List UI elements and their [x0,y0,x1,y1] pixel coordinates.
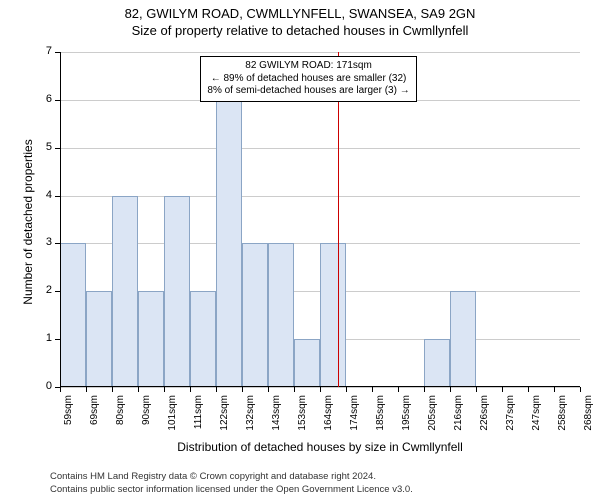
y-tick-label: 2 [30,284,52,296]
histogram-bar [216,100,242,387]
title-subtitle: Size of property relative to detached ho… [0,21,600,38]
x-tick-label: 268sqm [583,395,594,435]
histogram-bar [86,291,112,387]
footer-line2: Contains public sector information licen… [50,484,590,496]
x-tick [372,387,373,392]
x-tick-label: 122sqm [219,395,230,435]
annotation-line1: 82 GWILYM ROAD: 171sqm [207,60,409,73]
x-tick-label: 205sqm [427,395,438,435]
x-tick [528,387,529,392]
x-axis-label: Distribution of detached houses by size … [60,440,580,454]
x-tick-label: 90sqm [141,395,152,435]
x-tick-label: 237sqm [505,395,516,435]
histogram-bar [138,291,164,387]
grid-line [60,196,580,197]
y-tick-label: 5 [30,141,52,153]
x-tick [138,387,139,392]
x-tick-label: 174sqm [349,395,360,435]
y-tick-label: 4 [30,189,52,201]
y-axis-line [60,52,61,387]
x-tick [294,387,295,392]
x-tick-label: 69sqm [89,395,100,435]
x-tick [112,387,113,392]
footer-line1: Contains HM Land Registry data © Crown c… [50,471,590,483]
annotation-line2: ← 89% of detached houses are smaller (32… [207,73,409,86]
x-tick [190,387,191,392]
histogram-bar [242,243,268,387]
x-tick [320,387,321,392]
x-tick [554,387,555,392]
x-tick-label: 247sqm [531,395,542,435]
x-tick [242,387,243,392]
x-tick [268,387,269,392]
grid-line [60,148,580,149]
title-address: 82, GWILYM ROAD, CWMLLYNFELL, SWANSEA, S… [0,0,600,21]
annotation-box: 82 GWILYM ROAD: 171sqm← 89% of detached … [200,56,416,102]
histogram-bar [450,291,476,387]
x-tick [216,387,217,392]
x-tick-label: 153sqm [297,395,308,435]
grid-line [60,52,580,53]
x-tick [450,387,451,392]
x-tick-label: 132sqm [245,395,256,435]
y-tick-label: 1 [30,332,52,344]
x-tick-label: 143sqm [271,395,282,435]
histogram-bar [268,243,294,387]
x-tick-label: 185sqm [375,395,386,435]
reference-line [338,52,339,387]
histogram-bar [60,243,86,387]
x-tick [60,387,61,392]
histogram-bar [190,291,216,387]
footer-attribution: Contains HM Land Registry data © Crown c… [50,471,590,496]
y-tick-label: 0 [30,380,52,392]
x-tick-label: 216sqm [453,395,464,435]
y-tick-label: 6 [30,93,52,105]
histogram-bar [164,196,190,387]
x-tick-label: 80sqm [115,395,126,435]
x-tick-label: 101sqm [167,395,178,435]
histogram-plot: 0123456759sqm69sqm80sqm90sqm101sqm111sqm… [60,52,580,387]
x-tick [86,387,87,392]
y-tick-label: 7 [30,45,52,57]
x-tick-label: 195sqm [401,395,412,435]
x-tick-label: 164sqm [323,395,334,435]
histogram-bar [112,196,138,387]
histogram-bar [320,243,346,387]
x-tick [398,387,399,392]
y-tick-label: 3 [30,236,52,248]
x-tick-label: 111sqm [193,395,204,435]
histogram-bar [424,339,450,387]
x-tick [164,387,165,392]
x-tick [476,387,477,392]
x-tick-label: 59sqm [63,395,74,435]
annotation-line3: 8% of semi-detached houses are larger (3… [207,85,409,98]
x-tick [346,387,347,392]
x-tick-label: 258sqm [557,395,568,435]
x-tick [424,387,425,392]
histogram-bar [294,339,320,387]
x-tick-label: 226sqm [479,395,490,435]
x-tick [502,387,503,392]
x-tick [580,387,581,392]
